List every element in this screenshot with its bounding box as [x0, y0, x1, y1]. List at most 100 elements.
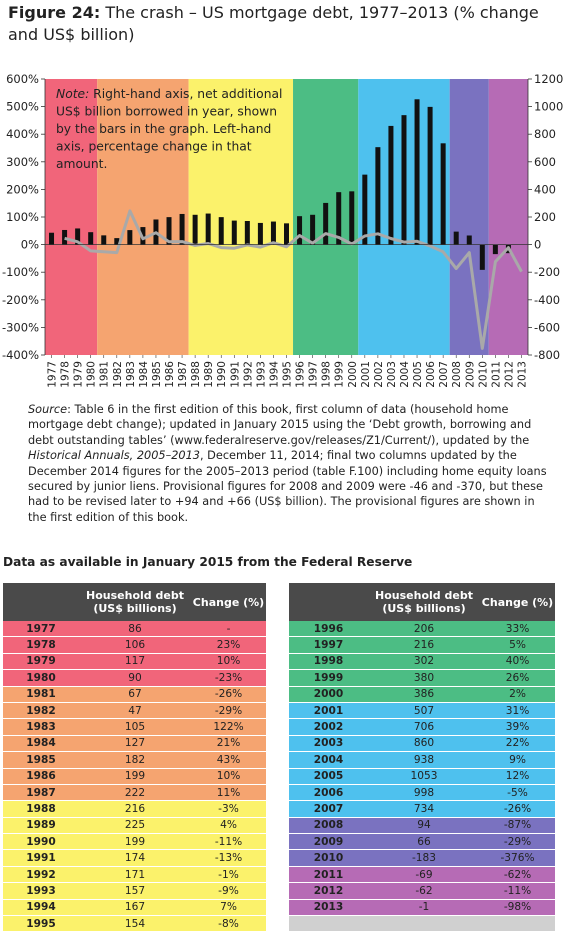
bar-1994 [270, 221, 276, 245]
debt-cell: 206 [368, 621, 480, 638]
year-cell: 2004 [289, 751, 368, 769]
change-cell: - [191, 621, 266, 638]
bar-1983 [127, 230, 133, 245]
left-tick-label: 0% [21, 238, 39, 252]
change-cell: 39% [480, 718, 555, 736]
x-tick-label: 2006 [425, 361, 437, 388]
left-tick-label: -400% [2, 348, 39, 362]
x-tick-label: 2011 [490, 361, 502, 388]
year-cell: 1996 [289, 621, 368, 638]
table-row: 1998 302 40% [289, 653, 555, 671]
bar-2003 [388, 125, 394, 245]
change-cell: 12% [480, 768, 555, 785]
year-cell: 2002 [289, 718, 368, 736]
figure-title: Figure 24: The crash – US mortgage debt,… [8, 2, 556, 46]
change-cell: -9% [191, 882, 266, 900]
x-tick-label: 1987 [177, 361, 189, 388]
change-cell: -98% [480, 899, 555, 917]
year-cell: 1990 [3, 833, 79, 851]
year-header [289, 583, 368, 621]
table-row: 1987 222 11% [3, 784, 266, 802]
change-cell: -23% [191, 669, 266, 687]
table-row: 1979 117 10% [3, 653, 266, 671]
bar-1977 [49, 232, 55, 245]
color-band-6 [488, 79, 528, 355]
chart: 600% 500% 400% 300% 200% 100% 0% -100% -200% -300… [2, 72, 563, 388]
bar-2010 [479, 244, 485, 270]
year-cell: 1983 [3, 718, 79, 736]
year-cell: 1980 [3, 669, 79, 687]
year-cell: 2006 [289, 784, 368, 802]
x-tick-label: 2013 [516, 361, 528, 388]
year-cell: 2012 [289, 882, 368, 900]
year-cell: 2011 [289, 866, 368, 884]
change-cell: -3% [191, 800, 266, 818]
x-tick-label: 1988 [190, 361, 202, 388]
right-tick-label: -800 [534, 348, 560, 362]
note-line: Note: Right-hand axis, net additional [56, 87, 282, 101]
debt-cell: 105 [79, 718, 191, 736]
x-tick-label: 1977 [47, 361, 59, 388]
table-row: 2000 386 2% [289, 686, 555, 703]
debt-cell: 67 [79, 686, 191, 703]
left-tick-label: 200% [6, 182, 39, 196]
note-line: by the bars in the graph. Left-hand [56, 122, 271, 136]
debt-cell: 90 [79, 669, 191, 687]
table-row: 2001 507 31% [289, 702, 555, 720]
change-cell: -29% [191, 702, 266, 720]
table-row: 1999 380 26% [289, 669, 555, 687]
year-cell: 1984 [3, 735, 79, 753]
bar-2000 [349, 191, 355, 245]
chart-axes: 600% 500% 400% 300% 200% 100% 0% -100% -200% -300… [2, 72, 563, 388]
chart-line [64, 209, 523, 350]
debt-cell: 117 [79, 653, 191, 671]
debt-cell: 998 [368, 784, 480, 802]
year-cell: 1977 [3, 621, 79, 638]
bar-1995 [284, 223, 289, 245]
debt-cell: -183 [368, 849, 480, 867]
bar-1981 [101, 235, 107, 245]
right-tick-label: 400 [534, 182, 556, 196]
table-row: 2013 -1 -98% [289, 899, 555, 917]
change-cell: 23% [191, 636, 266, 654]
year-cell: 2000 [289, 686, 368, 703]
year-cell: 2009 [289, 833, 368, 851]
bar-1987 [179, 213, 185, 245]
table-row: 1996 206 33% [289, 621, 555, 638]
table-row: 1993 157 -9% [3, 882, 266, 900]
year-cell: 1986 [3, 768, 79, 785]
right-tick-label: 0 [534, 238, 541, 252]
data-table-1: Household debt (US$ billions) Change (%)… [3, 583, 266, 933]
year-cell: 1999 [289, 669, 368, 687]
year-cell: 1985 [3, 751, 79, 769]
debt-cell: -1 [368, 899, 480, 917]
left-tick-label: 600% [6, 72, 39, 86]
debt-cell: 302 [368, 653, 480, 671]
x-tick-label: 1982 [112, 361, 124, 388]
year-cell [289, 915, 368, 933]
figure-title-text: The crash – US mortgage debt, 1977–2013 … [8, 3, 539, 44]
bar-1997 [310, 214, 316, 245]
bar-2004 [401, 115, 407, 245]
left-tick-label: -100% [2, 265, 39, 279]
year-cell: 1993 [3, 882, 79, 900]
debt-header: Household debt (US$ billions) [368, 583, 480, 621]
note-line: amount. [56, 157, 107, 171]
table-row: 2005 1053 12% [289, 768, 555, 785]
debt-cell: 734 [368, 800, 480, 818]
x-tick-label: 2005 [412, 361, 424, 388]
right-tick-label: 600 [534, 155, 556, 169]
change-cell: 5% [480, 636, 555, 654]
table-row: 2006 998 -5% [289, 784, 555, 802]
year-cell: 2010 [289, 849, 368, 867]
change-cell: 11% [191, 784, 266, 802]
year-cell: 2001 [289, 702, 368, 720]
table-row: 1982 47 -29% [3, 702, 266, 720]
table-row: 2009 66 -29% [289, 833, 555, 851]
x-tick-label: 2003 [386, 361, 398, 388]
year-cell: 1988 [3, 800, 79, 818]
debt-cell: 216 [368, 636, 480, 654]
x-tick-label: 1985 [151, 361, 163, 388]
x-tick-label: 2012 [503, 361, 515, 388]
bar-2002 [375, 147, 381, 245]
